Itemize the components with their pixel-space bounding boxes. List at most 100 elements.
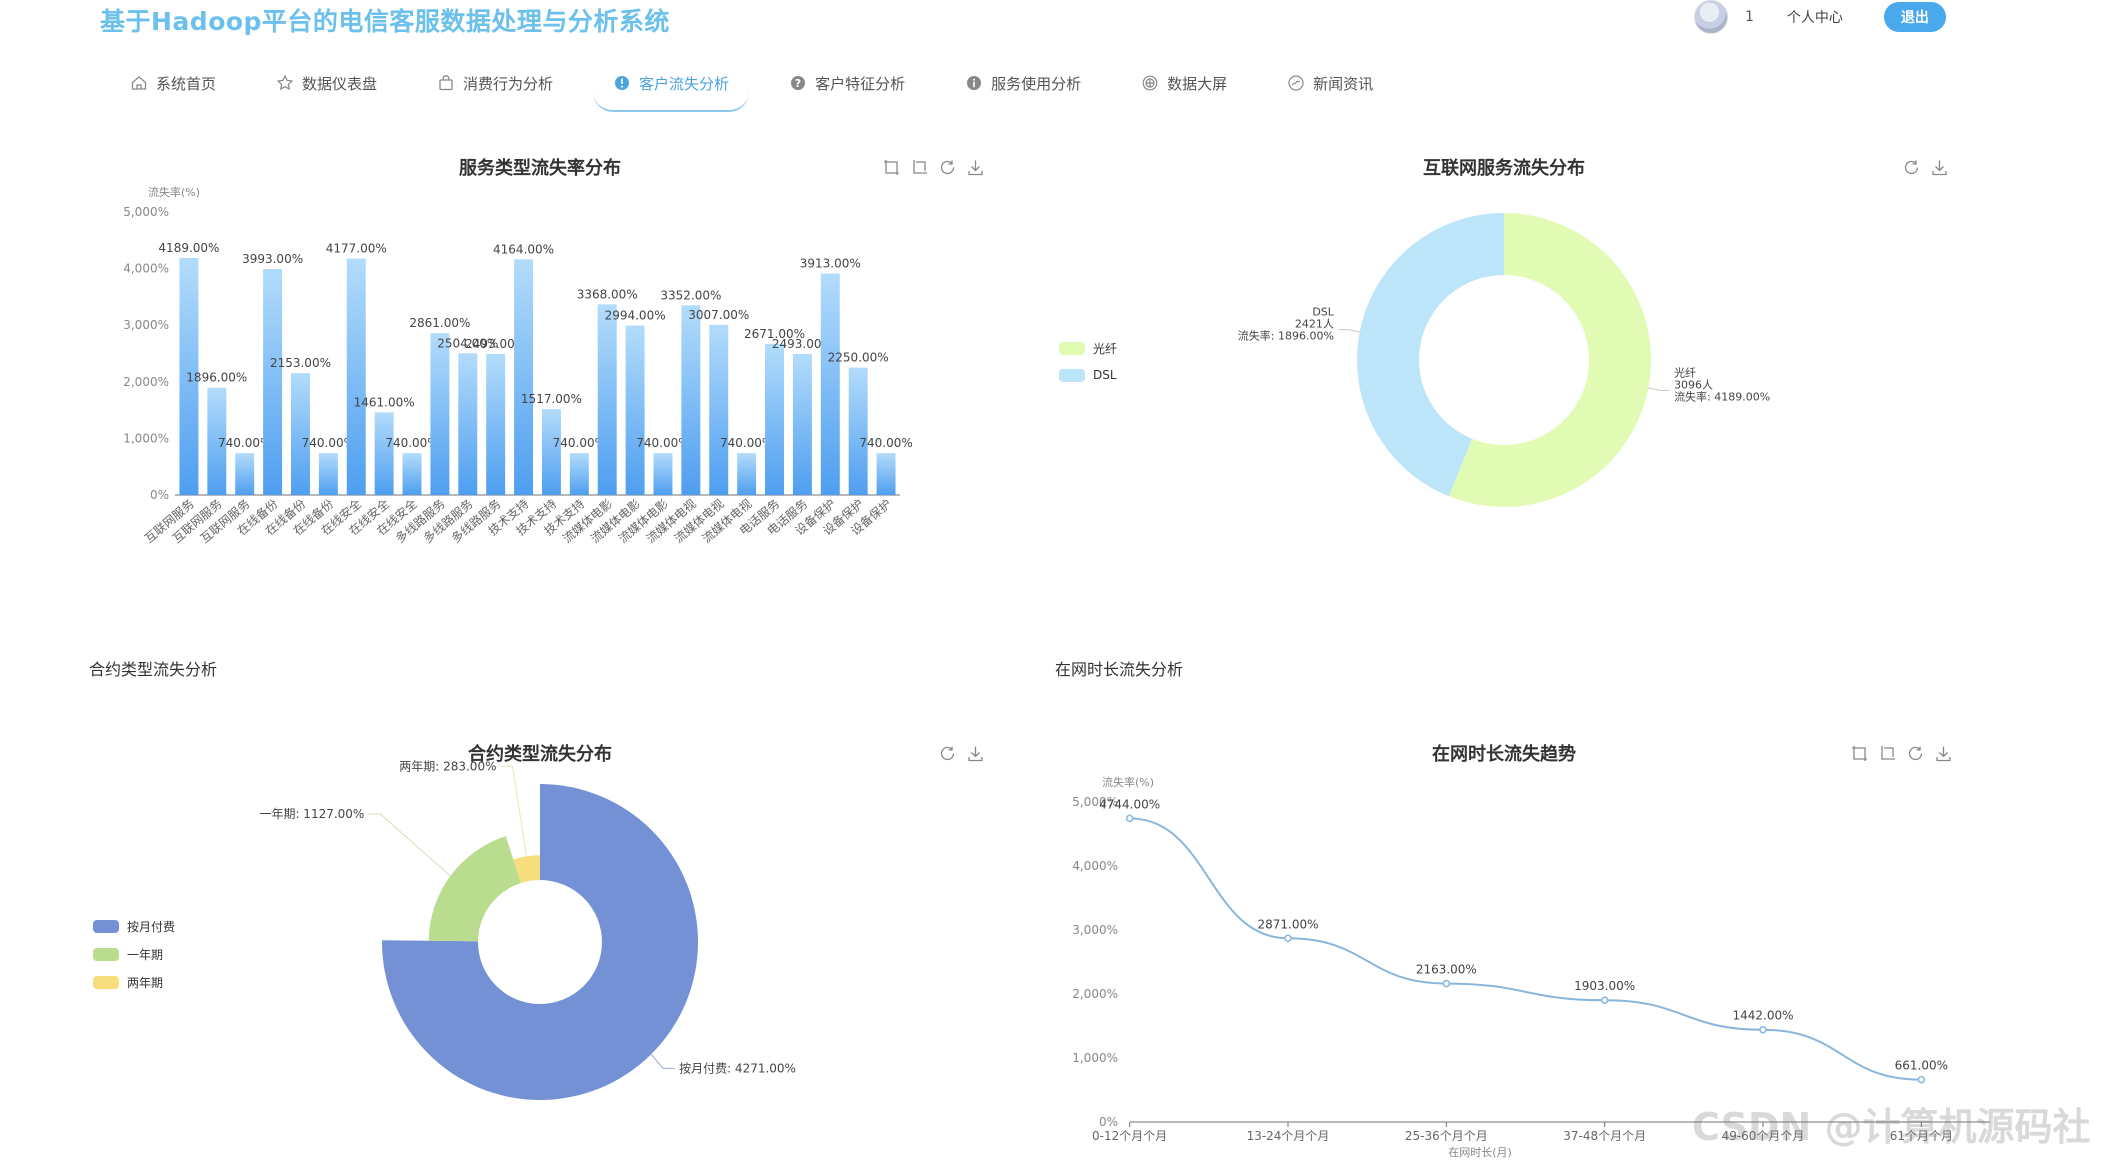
legend-label: 光纤 xyxy=(1093,342,1118,356)
data-point[interactable] xyxy=(1759,1025,1767,1034)
slice-label: 3096人 xyxy=(1674,378,1713,391)
label-leader-line xyxy=(650,1054,676,1069)
legend-swatch xyxy=(93,920,119,933)
nav-item-dashboard[interactable]: 数据仪表盘 xyxy=(256,60,397,106)
nav-item-big-screen[interactable]: 数据大屏 xyxy=(1121,60,1247,106)
data-point[interactable] xyxy=(1917,1075,1926,1084)
bar[interactable] xyxy=(458,353,478,495)
bar[interactable] xyxy=(541,409,561,495)
y-tick-label: 0% xyxy=(1099,1115,1118,1129)
legend-item-fiber[interactable]: 光纤 xyxy=(1059,340,1117,357)
legend-item-two-year[interactable]: 两年期 xyxy=(93,974,175,991)
download-icon[interactable] xyxy=(1930,158,1949,177)
label-leader-line xyxy=(500,765,527,857)
nav-item-service-usage[interactable]: 服务使用分析 xyxy=(945,60,1101,106)
bar[interactable] xyxy=(430,333,450,495)
tenure-churn-line-chart: 流失率(%) 0% 1,000% 2,000% 3,000% 4,000% 5,000%47… xyxy=(1072,775,1990,1159)
bar[interactable] xyxy=(737,453,757,495)
bar[interactable] xyxy=(792,353,812,495)
logout-button[interactable]: 退出 xyxy=(1883,2,1946,32)
slice-label: 流失率: 4189.00% xyxy=(1674,389,1770,403)
legend-swatch xyxy=(1059,342,1085,355)
bar[interactable] xyxy=(709,324,729,495)
bar-value-label: 2861.00% xyxy=(409,316,470,330)
bar[interactable] xyxy=(402,453,422,495)
restore-icon[interactable] xyxy=(938,158,957,177)
zoom-icon[interactable] xyxy=(1850,744,1869,763)
restore-icon[interactable] xyxy=(1906,744,1925,763)
bar-value-label: 740.00% xyxy=(636,436,689,450)
bar[interactable] xyxy=(486,353,506,495)
download-icon[interactable] xyxy=(966,744,985,763)
nav-label: 客户特征分析 xyxy=(815,74,906,93)
restore-icon[interactable] xyxy=(1902,158,1921,177)
bar[interactable] xyxy=(179,257,199,495)
pie-slice[interactable] xyxy=(428,836,521,942)
pie-slice[interactable] xyxy=(513,855,540,884)
bar[interactable] xyxy=(625,325,645,495)
pie-slice[interactable] xyxy=(1448,213,1651,508)
nav-item-home[interactable]: 系统首页 xyxy=(110,60,236,106)
nav-item-consumption[interactable]: 消费行为分析 xyxy=(417,60,573,106)
bar[interactable] xyxy=(318,453,338,495)
bar[interactable] xyxy=(597,304,617,495)
series-line xyxy=(1129,817,1922,1081)
bar[interactable] xyxy=(653,453,673,495)
bar[interactable] xyxy=(848,367,868,495)
bar-value-label: 2493.00% xyxy=(465,337,526,351)
nav-item-news[interactable]: 新闻资讯 xyxy=(1267,60,1393,106)
bar[interactable] xyxy=(291,373,310,495)
label-leader-line xyxy=(368,813,451,877)
bar[interactable] xyxy=(820,273,840,495)
star-icon xyxy=(276,74,294,92)
bar-value-label: 3352.00% xyxy=(660,288,721,302)
legend-item-one-year[interactable]: 一年期 xyxy=(93,946,175,963)
nav-item-churn[interactable]: 客户流失分析 xyxy=(593,60,750,112)
x-axis-title: 在网时长(月) xyxy=(1448,1146,1512,1159)
download-icon[interactable] xyxy=(966,158,985,177)
bar[interactable] xyxy=(681,305,701,495)
nav-item-customer-features[interactable]: ? 客户特征分析 xyxy=(769,60,925,106)
bar-value-label: 3993.00% xyxy=(242,252,303,266)
bar-value-label: 2994.00% xyxy=(605,309,666,323)
info-circle-icon xyxy=(965,74,983,92)
download-icon[interactable] xyxy=(1934,744,1953,763)
pie-slice[interactable] xyxy=(1357,213,1504,497)
compass-icon xyxy=(1287,74,1305,92)
bar[interactable] xyxy=(346,258,366,495)
legend-item-monthly[interactable]: 按月付费 xyxy=(93,918,175,935)
zoom-reset-icon[interactable] xyxy=(1878,744,1897,763)
data-point[interactable] xyxy=(1284,934,1292,943)
user-name: 1 xyxy=(1745,9,1754,25)
zoom-icon[interactable] xyxy=(882,158,901,177)
bar[interactable] xyxy=(207,387,227,495)
bar[interactable] xyxy=(765,343,784,495)
bar[interactable] xyxy=(876,453,896,495)
legend-item-dsl[interactable]: DSL xyxy=(1059,368,1117,382)
contract-churn-donut-chart: 按月付费: 4271.00% 一年期: 1127.00% 两年期: 283.00% xyxy=(259,759,796,1100)
user-center-link[interactable]: 个人中心 xyxy=(1786,10,1843,26)
data-point[interactable] xyxy=(1600,996,1609,1004)
restore-icon[interactable] xyxy=(938,744,957,763)
bar[interactable] xyxy=(374,412,394,495)
bar[interactable] xyxy=(263,268,283,495)
y-tick-label: 2,000% xyxy=(123,375,169,389)
nav-label: 数据大屏 xyxy=(1167,74,1228,93)
y-tick-label: 1,000% xyxy=(123,431,169,445)
data-point[interactable] xyxy=(1125,814,1134,823)
service-churn-panel: 服务类型流失率分布 流失率(%) 0% 1,000% 2,000% 3,000% 4,00… xyxy=(0,140,1000,560)
chart-toolbox xyxy=(938,744,985,763)
avatar[interactable] xyxy=(1694,0,1728,34)
pie-slice[interactable] xyxy=(381,784,699,1100)
internet-churn-panel: 互联网服务流失分布 光纤 DSL 光纤 3096人 流失率: 4189.00% DSL… xyxy=(1050,140,2050,560)
bar[interactable] xyxy=(235,453,255,495)
point-value-label: 2163.00% xyxy=(1416,963,1477,977)
zoom-reset-icon[interactable] xyxy=(910,158,929,177)
data-point[interactable] xyxy=(1442,979,1451,988)
bar[interactable] xyxy=(569,453,589,495)
y-tick-label: 5,000% xyxy=(123,205,169,219)
y-tick-label: 3,000% xyxy=(1072,923,1118,937)
bar[interactable] xyxy=(514,259,534,495)
svg-text:?: ? xyxy=(795,77,801,90)
x-tick-label: 0-12个月个月 xyxy=(1092,1129,1167,1143)
